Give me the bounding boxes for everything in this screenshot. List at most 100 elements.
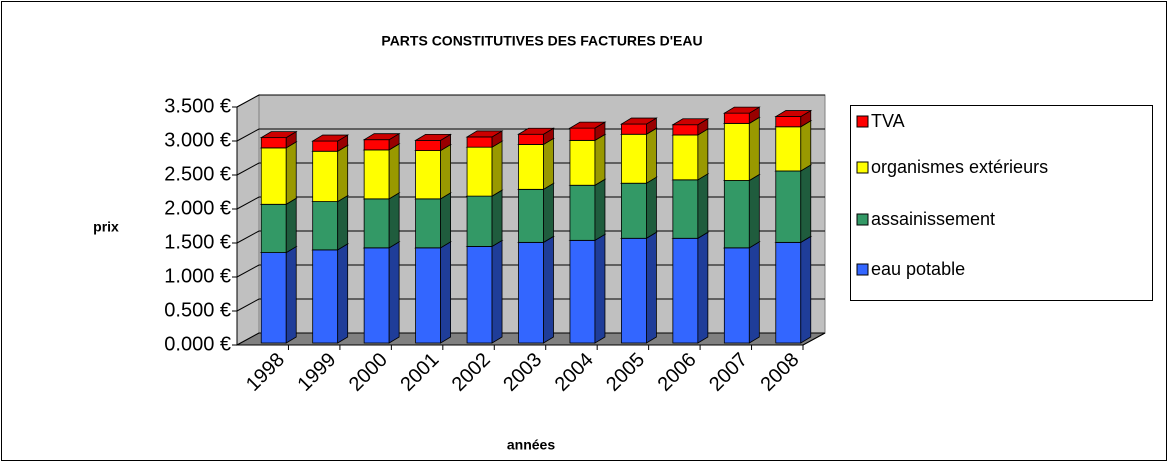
legend-label: eau potable [871,259,965,279]
bar [363,149,390,200]
bar [363,198,390,249]
y-tick-label: 0.500 € [164,299,231,321]
bar-side [646,176,657,239]
bar [569,184,596,241]
bar-top [671,118,710,126]
bar [672,134,699,181]
bar-side [594,178,606,242]
bar-side [440,192,451,249]
bar [672,179,699,239]
bar-side [800,235,812,344]
bar-side [388,241,400,344]
bar-side [543,182,554,244]
bar [723,112,750,124]
y-axis-label: prix [93,219,119,235]
bar-side [646,231,657,344]
bar-side [697,231,709,344]
legend-swatch [856,115,869,128]
bar [723,122,750,181]
bar-side [491,140,503,197]
bar-side [543,235,554,344]
bar-side [800,164,812,244]
y-tick-label: 2.000 € [164,197,231,219]
bar-top [465,130,504,138]
bar-side [337,194,349,251]
bar-side [388,143,400,200]
bar [621,133,647,184]
bar [621,182,647,239]
legend-label: assainissement [871,209,995,229]
bar-side [440,143,451,200]
bar-side [440,241,451,344]
bar [415,198,441,249]
legend-label: TVA [871,111,905,131]
bar [466,246,493,344]
bar [466,146,493,197]
bar [775,170,802,243]
bar-side [491,239,503,344]
bar [363,139,390,151]
bar-side [646,127,657,184]
bar-top [722,106,761,114]
legend-box [850,105,1153,301]
chart-title: PARTS CONSTITUTIVES DES FACTURES D'EAU [381,33,702,49]
bar-side [800,120,812,172]
bar-side [543,137,554,191]
bar-side [337,144,349,203]
bar [621,237,647,344]
bar-side [337,243,349,344]
bar [775,116,802,128]
side-wall [236,94,260,346]
bar [518,188,544,243]
bar [672,124,699,136]
y-tick-label: 3.500 € [164,95,231,117]
bar [466,136,493,148]
bar-side [697,173,709,239]
bar [775,126,802,172]
y-tick-label: 3.000 € [164,129,231,151]
bar [312,201,339,251]
bar-top [774,110,813,117]
legend-swatch [856,213,869,226]
bar [518,133,544,145]
bar [312,140,339,152]
bar [518,144,544,190]
bar-side [748,173,760,249]
x-axis-label: années [507,437,555,453]
y-tick-label: 2.500 € [164,163,231,185]
y-tick-label: 1.500 € [164,231,231,253]
bar [518,241,544,344]
bar-side [388,192,400,249]
bar-side [748,116,760,182]
y-tick-label: 0.000 € [164,333,231,355]
bar [415,139,441,151]
bar-top [619,117,658,125]
bar-side [748,241,760,344]
bar [260,252,287,344]
bar [775,241,802,344]
bar-side [491,189,503,248]
bar [723,247,750,344]
bar-top [311,134,350,142]
bar-top [517,127,555,135]
bar [260,203,287,253]
bar-top [414,133,453,141]
bar-side [285,141,297,205]
legend-swatch [856,161,869,174]
bar-side [285,197,297,254]
bar [363,247,390,344]
bar-top [568,121,607,129]
bar [312,150,339,202]
bar-side [594,233,606,344]
bar-side [285,245,297,344]
bar-side [697,128,709,181]
bar-top [362,133,401,141]
legend-label: organismes extérieurs [871,157,1048,177]
bar [415,247,441,344]
bar [569,127,596,141]
bar [260,147,287,205]
bar [415,150,441,200]
grid-line [236,94,825,108]
bar [569,239,596,344]
bar [260,137,287,149]
